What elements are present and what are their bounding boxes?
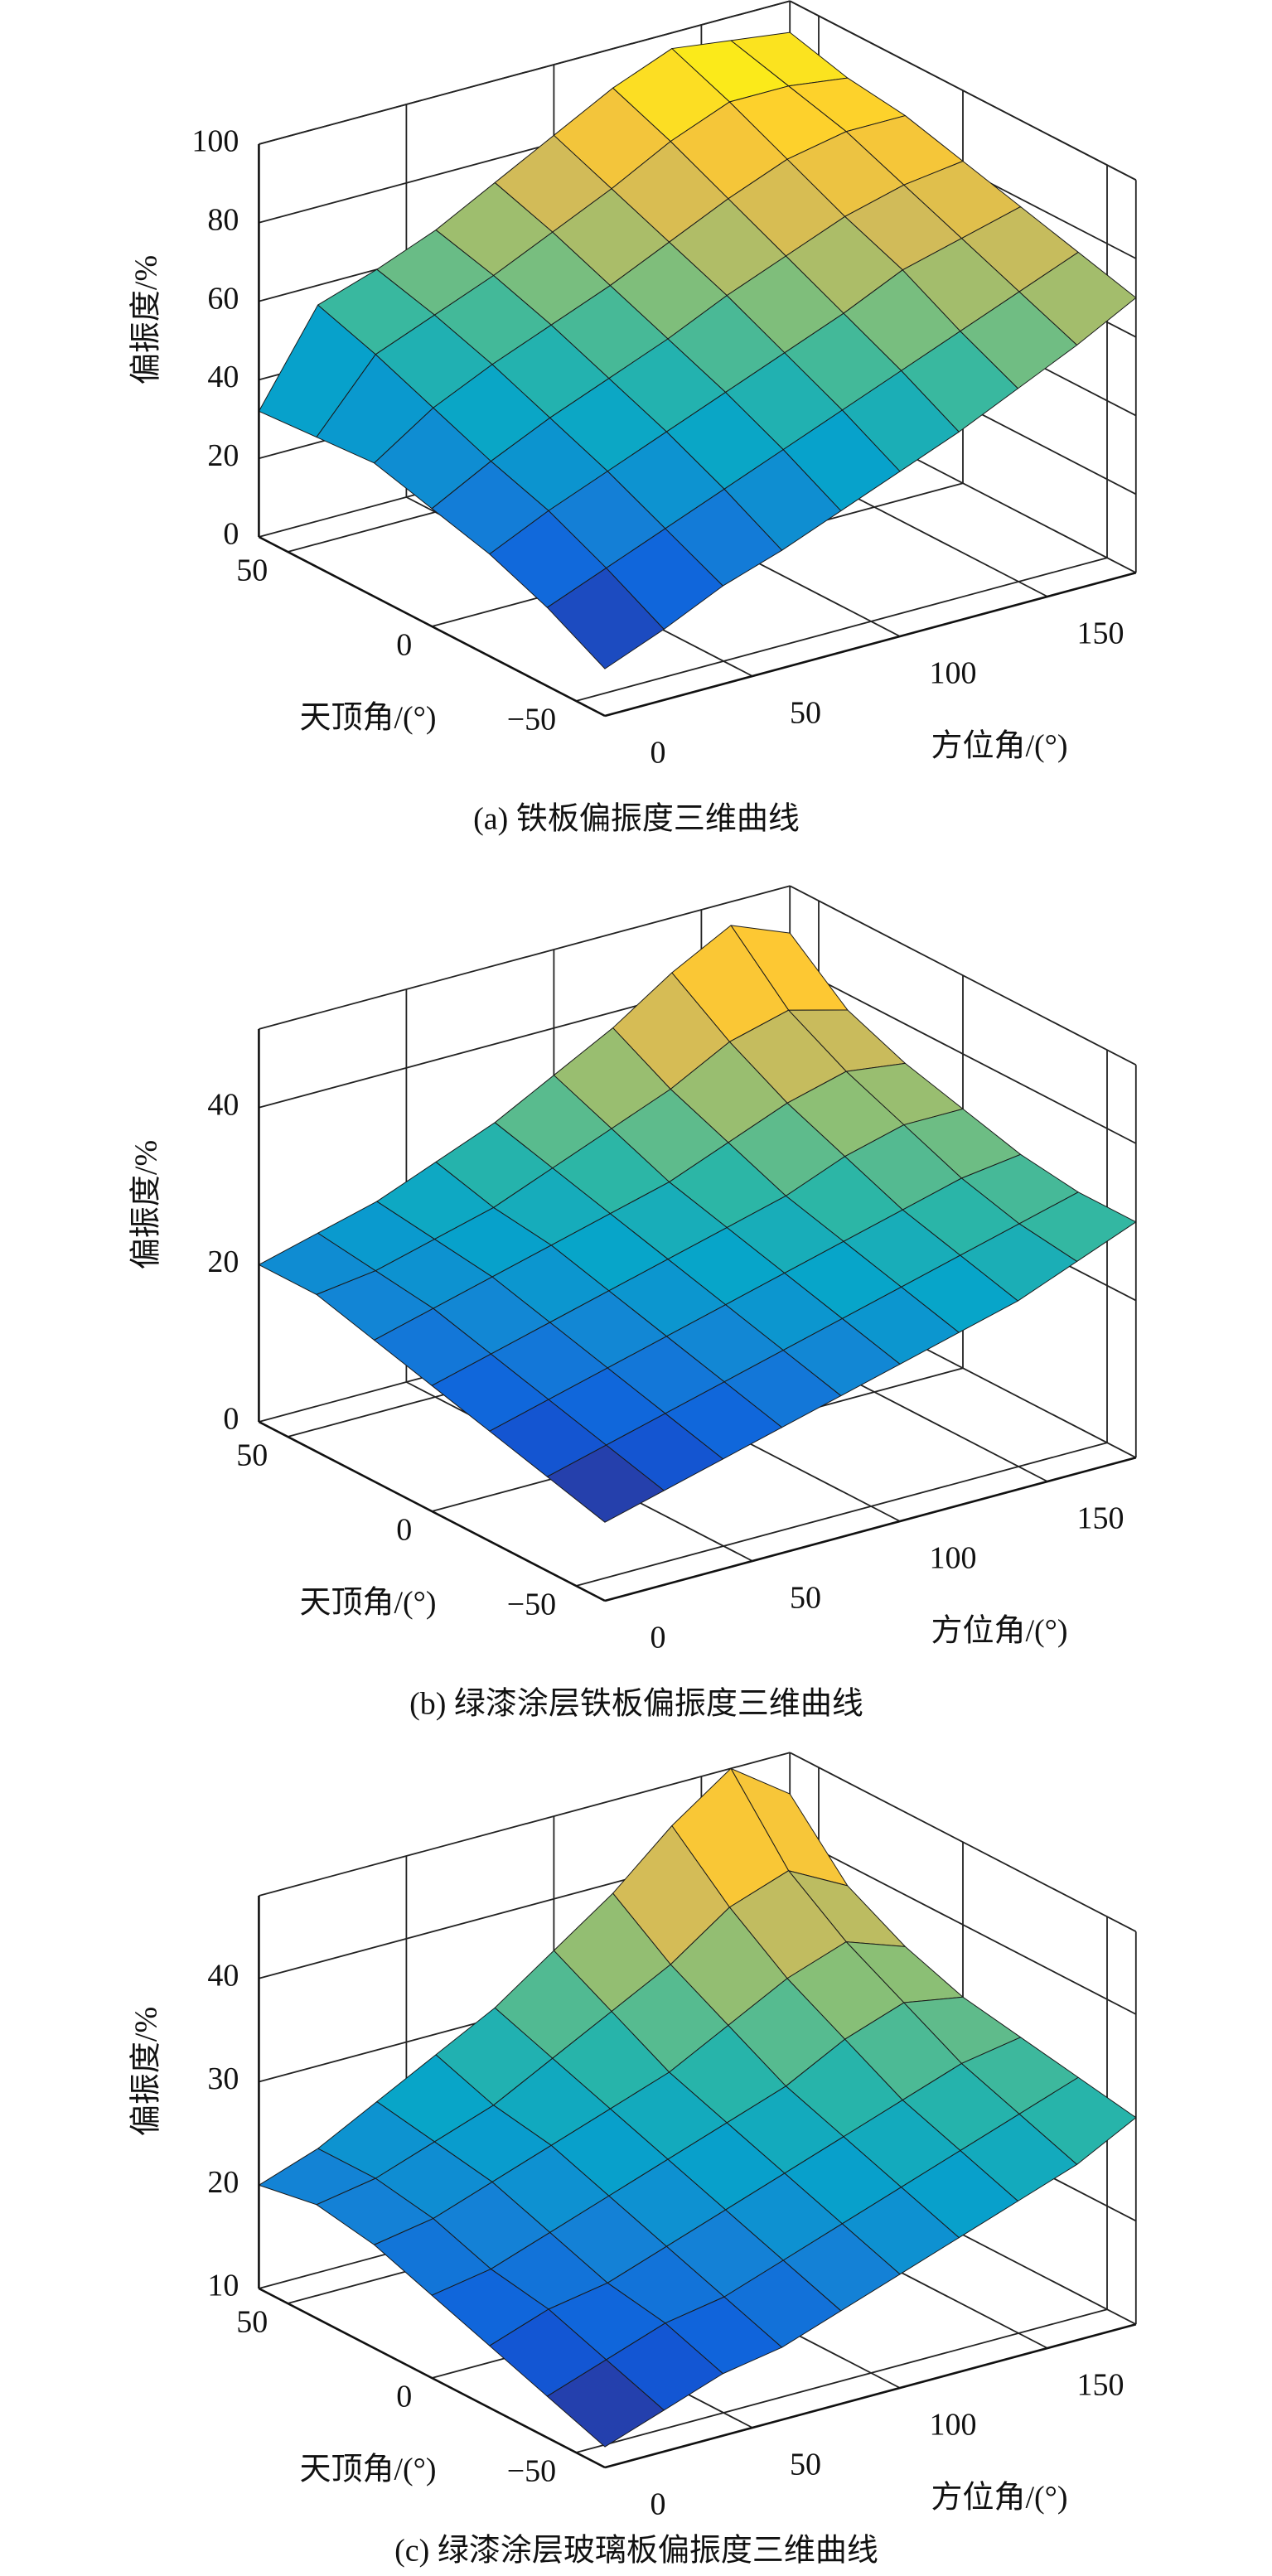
y-tick-label: 50 — [236, 1438, 268, 1473]
z-tick-label: 40 — [207, 360, 239, 394]
caption: (a) 铁板偏振度三维曲线 — [473, 802, 800, 837]
x-tick-label: 50 — [790, 696, 821, 731]
x-tick-label: 50 — [790, 1581, 821, 1616]
x-axis — [604, 571, 1137, 718]
x-axis-label: 方位角/(°) — [931, 2481, 1067, 2516]
grid-line — [575, 1442, 1108, 1587]
x-tick-label: 0 — [651, 2487, 666, 2522]
y-axis-label: 天顶角/(°) — [299, 1586, 436, 1621]
x-axis-label: 方位角/(°) — [931, 729, 1067, 764]
y-tick-label: 50 — [236, 553, 268, 588]
y-tick-label: −50 — [507, 2454, 556, 2489]
z-tick-label: 0 — [223, 517, 239, 552]
z-tick-label: 40 — [207, 1088, 239, 1123]
chart: 050100150−50050020406080100方位角/(°)天顶角/(°… — [129, 0, 1137, 837]
y-tick-label: −50 — [507, 1588, 556, 1622]
grid-line — [575, 557, 1108, 702]
x-tick-label: 100 — [930, 1541, 977, 1576]
z-tick-label: 60 — [207, 281, 239, 316]
surface-patch — [546, 2359, 665, 2448]
x-tick-label: 150 — [1077, 2368, 1124, 2403]
z-axis-label: 偏振度/% — [129, 2007, 164, 2136]
surface-patch — [546, 1444, 665, 1523]
x-axis — [604, 2322, 1137, 2469]
y-axis — [258, 2287, 606, 2469]
y-tick-label: 0 — [396, 2380, 412, 2414]
grid-line — [575, 2308, 1108, 2453]
z-tick-label: 0 — [223, 1402, 239, 1437]
y-tick-label: 50 — [236, 2305, 268, 2340]
caption: (b) 绿漆涂层铁板偏振度三维曲线 — [409, 1687, 863, 1722]
chart: 050100150−5005010203040方位角/(°)天顶角/(°)偏振度… — [129, 1752, 1137, 2569]
x-tick-label: 0 — [651, 1621, 666, 1655]
z-tick-label: 80 — [207, 203, 239, 238]
surface-patch — [546, 568, 665, 669]
z-tick-label: 20 — [207, 1245, 239, 1279]
z-axis-label: 偏振度/% — [129, 255, 164, 384]
y-axis-label: 天顶角/(°) — [299, 701, 436, 736]
y-tick-label: −50 — [507, 703, 556, 737]
x-tick-label: 100 — [930, 2408, 977, 2443]
y-tick-label: 0 — [396, 1513, 412, 1548]
x-axis-label: 方位角/(°) — [931, 1614, 1067, 1649]
z-tick-label: 20 — [207, 438, 239, 473]
z-tick-label: 40 — [207, 1959, 239, 1994]
y-axis-label: 天顶角/(°) — [299, 2453, 436, 2487]
z-tick-label: 10 — [207, 2269, 239, 2303]
x-tick-label: 150 — [1077, 616, 1124, 651]
z-tick-label: 20 — [207, 2165, 239, 2200]
y-tick-label: 0 — [396, 628, 412, 663]
y-axis — [258, 535, 606, 718]
chart: 050100150−5005002040方位角/(°)天顶角/(°)偏振度/%(… — [129, 885, 1137, 1722]
x-tick-label: 50 — [790, 2448, 821, 2482]
x-axis — [604, 1456, 1137, 1602]
z-tick-label: 30 — [207, 2061, 239, 2096]
x-tick-label: 0 — [651, 736, 666, 771]
y-axis — [258, 1420, 606, 1602]
z-axis-label: 偏振度/% — [129, 1140, 164, 1269]
x-tick-label: 150 — [1077, 1501, 1124, 1536]
caption: (c) 绿漆涂层玻璃板偏振度三维曲线 — [394, 2534, 878, 2569]
z-tick-label: 100 — [191, 124, 239, 159]
x-tick-label: 100 — [930, 656, 977, 691]
